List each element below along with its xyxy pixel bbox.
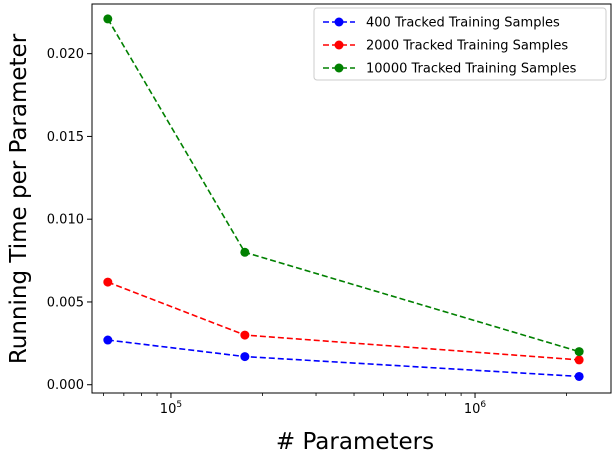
- data-point: [103, 335, 113, 345]
- legend-label: 10000 Tracked Training Samples: [366, 62, 577, 77]
- legend-marker: [334, 17, 344, 27]
- y-tick-label: 0.010: [47, 213, 84, 228]
- legend-label: 2000 Tracked Training Samples: [366, 39, 568, 54]
- y-tick-label: 0.020: [47, 47, 84, 62]
- legend-label: 400 Tracked Training Samples: [366, 16, 560, 31]
- x-axis-title: # Parameters: [276, 429, 434, 455]
- x-axis-ticks: 105 106: [103, 393, 567, 417]
- y-tick-label: 0.000: [47, 378, 84, 393]
- data-point: [240, 330, 250, 340]
- legend-box: [313, 7, 607, 81]
- x-tick-label: 105: [160, 400, 182, 417]
- data-point: [240, 352, 250, 362]
- data-point: [574, 371, 584, 381]
- legend: 400 Tracked Training Samples 2000 Tracked…: [313, 7, 607, 81]
- y-axis-title: Running Time per Parameter: [6, 33, 32, 364]
- data-point: [240, 247, 250, 257]
- y-axis-ticks: 0.000 0.005 0.010 0.015 0.020: [47, 47, 92, 393]
- data-point: [103, 14, 113, 24]
- x-tick-label: 106: [464, 400, 487, 417]
- y-tick-label: 0.005: [47, 295, 84, 310]
- series-layer: [103, 14, 584, 381]
- data-point: [574, 347, 584, 357]
- legend-items: 400 Tracked Training Samples 2000 Tracked…: [323, 16, 577, 77]
- data-point: [574, 355, 584, 365]
- legend-marker: [334, 63, 344, 73]
- legend-marker: [334, 40, 344, 50]
- data-point: [103, 277, 113, 287]
- y-tick-label: 0.015: [47, 130, 84, 145]
